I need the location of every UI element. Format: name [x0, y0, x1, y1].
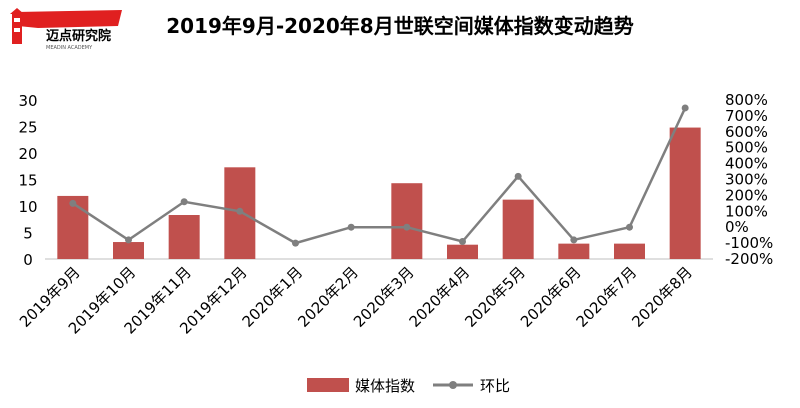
left-tick-label: 30	[18, 92, 37, 110]
chart-title: 2019年9月-2020年8月世联空间媒体指数变动趋势	[166, 14, 634, 38]
left-tick-label: 0	[23, 251, 33, 269]
line-point	[125, 236, 132, 244]
right-axis: -200%-100%0%100%200%300%400%500%600%700%…	[725, 91, 773, 268]
right-tick-label: 500%	[725, 139, 768, 157]
bar	[669, 127, 701, 259]
line-point	[514, 172, 522, 180]
logo-banner	[16, 10, 122, 28]
bar	[502, 199, 534, 259]
legend: 媒体指数 环比	[307, 377, 510, 395]
right-tick-label: 300%	[725, 171, 768, 189]
bar	[558, 243, 590, 259]
legend-line-label: 环比	[480, 377, 510, 395]
logo-text: 迈点研究院	[46, 28, 111, 44]
line-point	[180, 198, 188, 206]
left-tick-label: 5	[23, 225, 33, 243]
bar-series	[57, 127, 701, 259]
line-point	[347, 223, 355, 231]
bar	[168, 215, 200, 259]
line-point	[626, 223, 633, 231]
legend-bar-label: 媒体指数	[355, 377, 415, 395]
line-point	[459, 238, 466, 246]
logo-subtext: MEADIN ACADEMY	[46, 45, 93, 51]
right-tick-label: -200%	[725, 250, 773, 268]
right-tick-label: 100%	[725, 202, 768, 220]
bar	[113, 242, 144, 259]
line-series	[69, 104, 689, 247]
bar	[447, 244, 478, 259]
right-tick-label: -100%	[725, 234, 773, 252]
left-tick-label: 20	[18, 145, 37, 163]
x-tick-label: 2020年8月	[628, 263, 696, 331]
x-axis: 2019年9月2019年10月2019年11月2019年12月2020年1月20…	[16, 263, 696, 337]
logo: 迈点研究院 MEADIN ACADEMY	[8, 6, 128, 52]
logo-graphic: 迈点研究院 MEADIN ACADEMY	[10, 8, 122, 51]
line-point	[681, 104, 689, 112]
line-point	[403, 223, 411, 231]
bar	[391, 183, 423, 259]
right-tick-label: 0%	[725, 218, 749, 236]
right-tick-label: 700%	[725, 107, 768, 125]
left-tick-label: 15	[18, 172, 37, 190]
line-path	[72, 107, 687, 245]
right-tick-label: 600%	[725, 123, 768, 141]
left-tick-label: 10	[18, 198, 37, 216]
line-point	[570, 236, 578, 244]
legend-line-marker	[449, 381, 457, 389]
legend-bar-swatch	[307, 378, 349, 392]
right-tick-label: 800%	[725, 91, 768, 109]
left-axis: 0 5 10 15 20 25 30	[18, 92, 37, 269]
line-point	[69, 199, 77, 207]
right-tick-label: 400%	[725, 155, 768, 173]
line-point	[292, 239, 299, 247]
line-point	[236, 207, 244, 215]
right-tick-label: 200%	[725, 186, 768, 204]
left-tick-label: 25	[18, 119, 37, 137]
bar	[614, 243, 645, 259]
